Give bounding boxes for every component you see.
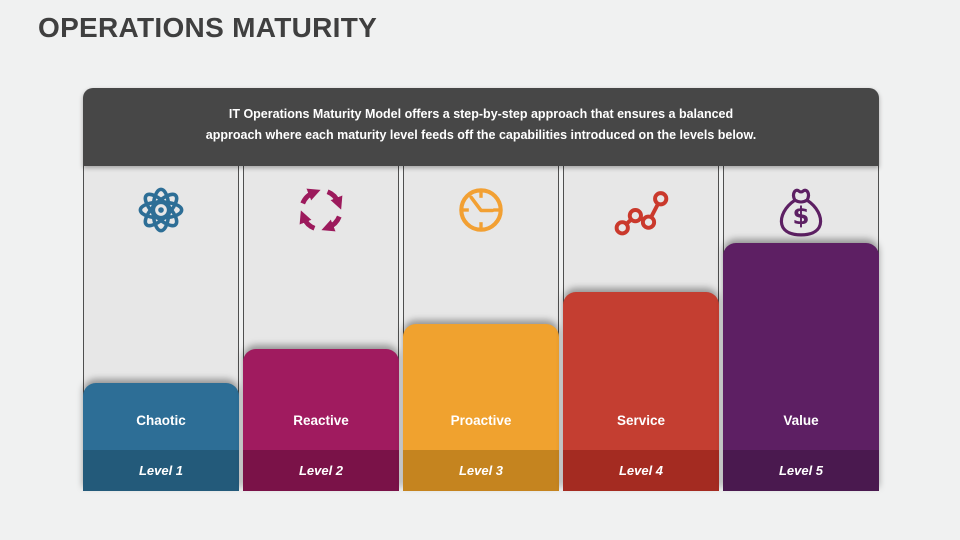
level-bar: Proactive Level 3 [403,324,559,491]
page-title: OPERATIONS MATURITY [38,12,378,43]
description-banner: IT Operations Maturity Model offers a st… [83,88,879,166]
svg-text:$: $ [793,201,810,230]
level-badge: Level 2 [243,450,399,491]
maturity-panel: IT Operations Maturity Model offers a st… [83,88,879,491]
trend-chart-icon [564,180,718,240]
level-name: Reactive [293,412,349,428]
level-column-chaotic: Chaotic Level 1 [83,166,239,491]
level-column-value: $ Value Level 5 [723,166,879,491]
money-bag-icon: $ [724,180,878,240]
level-bar: Service Level 4 [563,292,719,491]
clock-icon [404,180,558,240]
level-name: Proactive [450,412,512,428]
level-badge: Level 5 [723,450,879,491]
level-name: Chaotic [136,412,186,428]
level-bar: Reactive Level 2 [243,349,399,491]
level-name: Value [783,412,819,428]
levels-row: Chaotic Level 1 [83,166,879,491]
level-column-proactive: Proactive Level 3 [403,166,559,491]
description-line-1: IT Operations Maturity Model offers a st… [228,107,734,121]
level-badge: Level 3 [403,450,559,491]
level-badge: Level 4 [563,450,719,491]
description-line-2: approach where each maturity level feeds… [205,128,757,143]
level-bar: Chaotic Level 1 [83,383,239,491]
level-badge: Level 1 [83,450,239,491]
level-column-reactive: Reactive Level 2 [243,166,399,491]
level-bar: Value Level 5 [723,243,879,491]
atom-icon [84,180,238,240]
level-column-service: Service Level 4 [563,166,719,491]
cycle-arrows-icon [244,180,398,240]
level-name: Service [616,412,666,428]
